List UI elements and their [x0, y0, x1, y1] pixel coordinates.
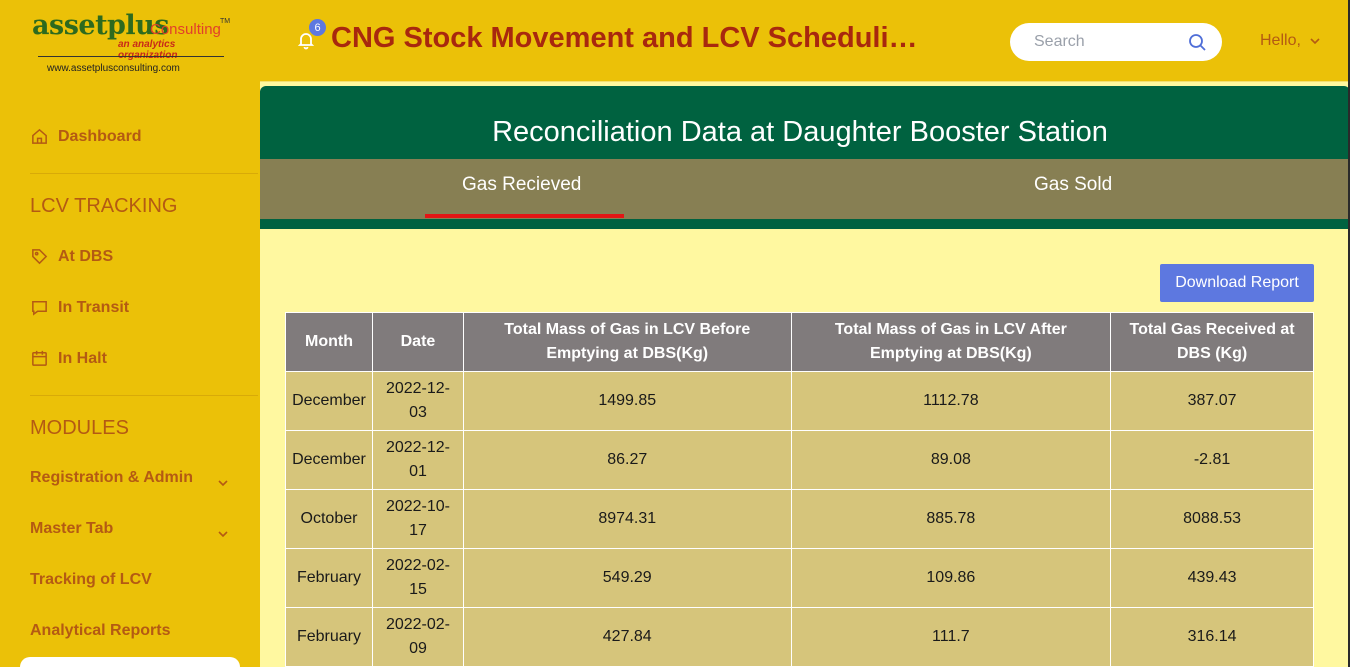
column-header-total-received[interactable]: Total Gas Received at DBS (Kg) [1110, 312, 1314, 372]
search-icon[interactable] [1187, 32, 1207, 52]
cell-date: 2022-02-09 [371, 607, 464, 667]
sidebar-item-label: Master Tab [30, 520, 114, 537]
download-report-button[interactable]: Download Report [1160, 264, 1314, 302]
sidebar-scroll-edge [20, 657, 240, 667]
tab-divider [260, 219, 1350, 229]
sidebar-divider [30, 173, 258, 174]
calendar-icon [32, 350, 47, 366]
logo-divider [38, 56, 224, 57]
cell-mass-before: 1499.85 [462, 371, 792, 431]
search-box [1010, 23, 1222, 61]
sidebar-item-label: Analytical Reports [30, 622, 171, 639]
cell-mass-before: 8974.31 [462, 489, 792, 549]
sidebar-item-label: In Transit [58, 298, 130, 316]
app-title: CNG Stock Movement and LCV Scheduling Da… [331, 22, 921, 54]
chevron-down-icon[interactable] [217, 527, 229, 539]
cell-mass-before: 427.84 [462, 607, 792, 667]
sidebar-divider [30, 395, 258, 396]
table-row: December 2022-12-03 1499.85 1112.78 387.… [285, 371, 1314, 431]
column-header-month[interactable]: Month [285, 312, 373, 372]
page-banner: Reconciliation Data at Daughter Booster … [260, 86, 1350, 159]
home-icon [32, 128, 47, 144]
cell-total-received: 8088.53 [1110, 489, 1314, 549]
sidebar-item-at-dbs[interactable]: At DBS [30, 247, 113, 266]
search-input[interactable] [1034, 31, 1184, 53]
table-row: February 2022-02-15 549.29 109.86 439.43 [285, 548, 1314, 608]
sidebar-item-registration-admin[interactable]: Registration & Admin [30, 469, 193, 487]
logo-brand: assetplus [32, 10, 170, 41]
cell-mass-after: 1112.78 [790, 371, 1112, 431]
cell-month: December [285, 371, 373, 431]
sidebar: assetplus Consulting TM an analytics org… [0, 0, 260, 667]
table-row: October 2022-10-17 8974.31 885.78 8088.5… [285, 489, 1314, 549]
greeting-text: Hello, [1260, 32, 1301, 49]
cell-date: 2022-02-15 [371, 548, 464, 608]
cell-total-received: -2.81 [1110, 430, 1314, 490]
sidebar-item-label: At DBS [58, 247, 114, 265]
sidebar-item-in-halt[interactable]: In Halt [30, 349, 107, 368]
company-logo[interactable]: assetplus Consulting TM an analytics org… [32, 10, 232, 80]
bell-icon[interactable] [296, 30, 318, 52]
cell-total-received: 316.14 [1110, 607, 1314, 667]
logo-trademark: TM [220, 18, 231, 25]
cell-mass-before: 86.27 [462, 430, 792, 490]
cell-date: 2022-12-01 [371, 430, 464, 490]
cell-total-received: 387.07 [1110, 371, 1314, 431]
cell-month: October [285, 489, 373, 549]
sidebar-item-tracking-of-lcv[interactable]: Tracking of LCV [30, 571, 152, 589]
sidebar-item-analytical-reports[interactable]: Analytical Reports [30, 622, 170, 640]
message-icon [32, 301, 47, 316]
chevron-down-icon [1310, 38, 1320, 45]
table-row: December 2022-12-01 86.27 89.08 -2.81 [285, 430, 1314, 490]
sidebar-item-in-transit[interactable]: In Transit [30, 298, 129, 317]
cell-mass-after: 885.78 [790, 489, 1112, 549]
chevron-down-icon[interactable] [217, 476, 229, 488]
column-header-mass-before[interactable]: Total Mass of Gas in LCV Before Emptying… [462, 312, 792, 372]
column-header-mass-after[interactable]: Total Mass of Gas in LCV After Emptying … [790, 312, 1112, 372]
sidebar-item-dashboard[interactable]: Dashboard [30, 127, 142, 146]
cell-mass-after: 89.08 [790, 430, 1112, 490]
tab-gas-recieved[interactable]: Gas Recieved [462, 174, 582, 195]
tag-icon [32, 249, 48, 265]
cell-mass-after: 109.86 [790, 548, 1112, 608]
logo-tagline: an analytics organization [118, 39, 177, 61]
sidebar-item-label: In Halt [58, 349, 107, 367]
user-menu[interactable]: Hello, [1260, 32, 1321, 50]
cell-mass-before: 549.29 [462, 548, 792, 608]
sidebar-item-label: Tracking of LCV [30, 571, 152, 588]
logo-consulting: Consulting [150, 21, 221, 38]
sidebar-item-master-tab[interactable]: Master Tab [30, 520, 113, 538]
reconciliation-table: Month Date Total Mass of Gas in LCV Befo… [285, 312, 1314, 667]
window-edge [1348, 0, 1350, 667]
tab-bar: Gas Recieved Gas Sold [260, 159, 1350, 219]
cell-month: December [285, 430, 373, 490]
sidebar-item-label: Dashboard [58, 127, 142, 145]
cell-date: 2022-12-03 [371, 371, 464, 431]
tab-gas-sold[interactable]: Gas Sold [1034, 174, 1113, 195]
column-header-date[interactable]: Date [371, 312, 464, 372]
notification-badge[interactable]: 6 [309, 19, 326, 36]
cell-total-received: 439.43 [1110, 548, 1314, 608]
cell-month: February [285, 607, 373, 667]
cell-mass-after: 111.7 [790, 607, 1112, 667]
table-header-row: Month Date Total Mass of Gas in LCV Befo… [285, 312, 1314, 372]
cell-date: 2022-10-17 [371, 489, 464, 549]
logo-url: www.assetplusconsulting.com [47, 63, 180, 74]
top-header: 6 CNG Stock Movement and LCV Scheduling … [260, 0, 1350, 82]
section-heading-modules: MODULES [30, 417, 129, 439]
sidebar-item-label: Registration & Admin [30, 469, 193, 486]
section-heading-lcv-tracking: LCV TRACKING [30, 195, 178, 217]
active-tab-indicator [425, 214, 624, 218]
cell-month: February [285, 548, 373, 608]
page-title: Reconciliation Data at Daughter Booster … [492, 116, 1108, 148]
table-row: February 2022-02-09 427.84 111.7 316.14 [285, 607, 1314, 667]
